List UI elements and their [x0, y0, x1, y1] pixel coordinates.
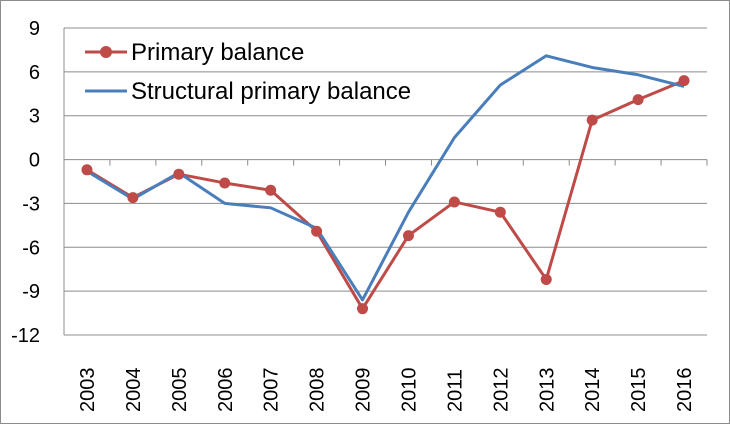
legend-label-primary-balance: Primary balance — [131, 39, 304, 66]
y-tick-label: -3 — [22, 193, 40, 215]
data-point — [127, 192, 139, 204]
x-tick-label: 2014 — [582, 368, 604, 413]
series-layer — [81, 54, 690, 315]
series-line-1 — [86, 54, 685, 302]
data-point — [632, 94, 644, 106]
data-point — [678, 75, 690, 87]
x-tick-label: 2011 — [444, 369, 466, 412]
y-tick-label: 3 — [29, 106, 40, 128]
grid-lines — [64, 27, 707, 336]
data-point — [81, 164, 93, 176]
x-tick-label: 2009 — [353, 368, 375, 413]
data-point — [448, 196, 460, 208]
data-point — [494, 206, 506, 218]
x-tick-label: 2007 — [261, 368, 283, 413]
y-tick-label: 6 — [29, 62, 40, 84]
legend-label-structural-primary-balance: Structural primary balance — [131, 78, 411, 105]
legend-marker-primary-balance — [100, 46, 112, 58]
data-point — [402, 230, 414, 242]
y-tick-label: -9 — [22, 281, 40, 303]
data-point — [357, 303, 369, 315]
data-point — [219, 177, 231, 189]
x-tick-label: 2015 — [628, 368, 650, 413]
x-tick-label: 2004 — [123, 368, 145, 413]
x-tick-label: 2005 — [169, 368, 191, 413]
x-tick-label: 2013 — [536, 368, 558, 413]
legend: Primary balance Structural primary balan… — [85, 39, 411, 105]
x-tick-label: 2012 — [490, 368, 512, 412]
y-tick-label: -6 — [22, 237, 40, 259]
y-tick-label: -12 — [11, 325, 40, 347]
x-tick-label: 2008 — [307, 368, 329, 413]
y-tick-label: 0 — [29, 150, 40, 172]
data-point — [265, 184, 277, 196]
x-tick-label: 2010 — [398, 368, 420, 413]
series-line-0 — [86, 79, 685, 311]
axes: 9 6 3 0 -3 -6 -9 -12 2003 2004 2005 2006 2007 2008 200… — [11, 18, 708, 413]
data-point — [311, 225, 323, 237]
data-point — [586, 114, 598, 126]
x-tick-label: 2016 — [674, 368, 696, 413]
x-tick-label: 2003 — [77, 368, 99, 413]
data-point — [173, 168, 185, 180]
y-tick-label: 9 — [29, 18, 40, 40]
data-point — [540, 273, 552, 285]
x-tick-label: 2006 — [215, 368, 237, 413]
